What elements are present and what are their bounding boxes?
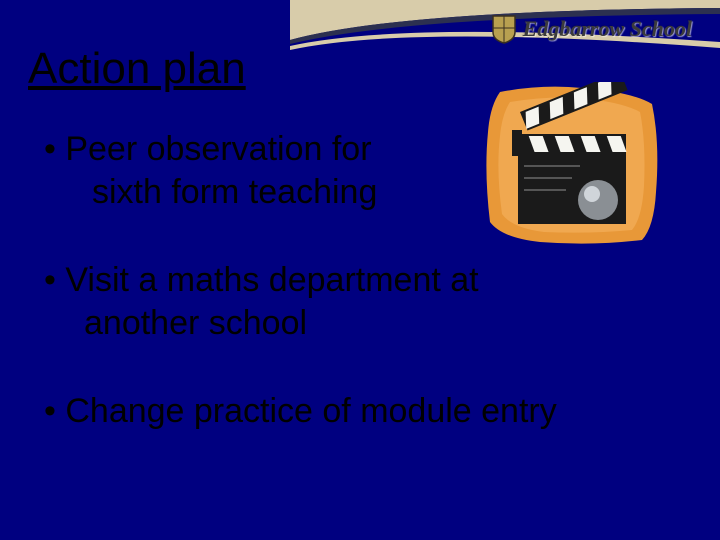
school-label: Edgbarrow School: [491, 14, 692, 44]
bullet-2: • Visit a maths department at another sc…: [44, 259, 680, 344]
bullet-2-line2: another school: [44, 302, 680, 345]
school-crest-icon: [491, 14, 517, 44]
slide-title: Action plan: [28, 44, 246, 94]
bullet-2-line1: • Visit a maths department at: [44, 259, 680, 302]
clapperboard-icon: [482, 82, 662, 247]
bullet-3: • Change practice of module entry: [44, 390, 680, 433]
header: Edgbarrow School: [0, 0, 720, 50]
school-name: Edgbarrow School: [523, 16, 692, 42]
